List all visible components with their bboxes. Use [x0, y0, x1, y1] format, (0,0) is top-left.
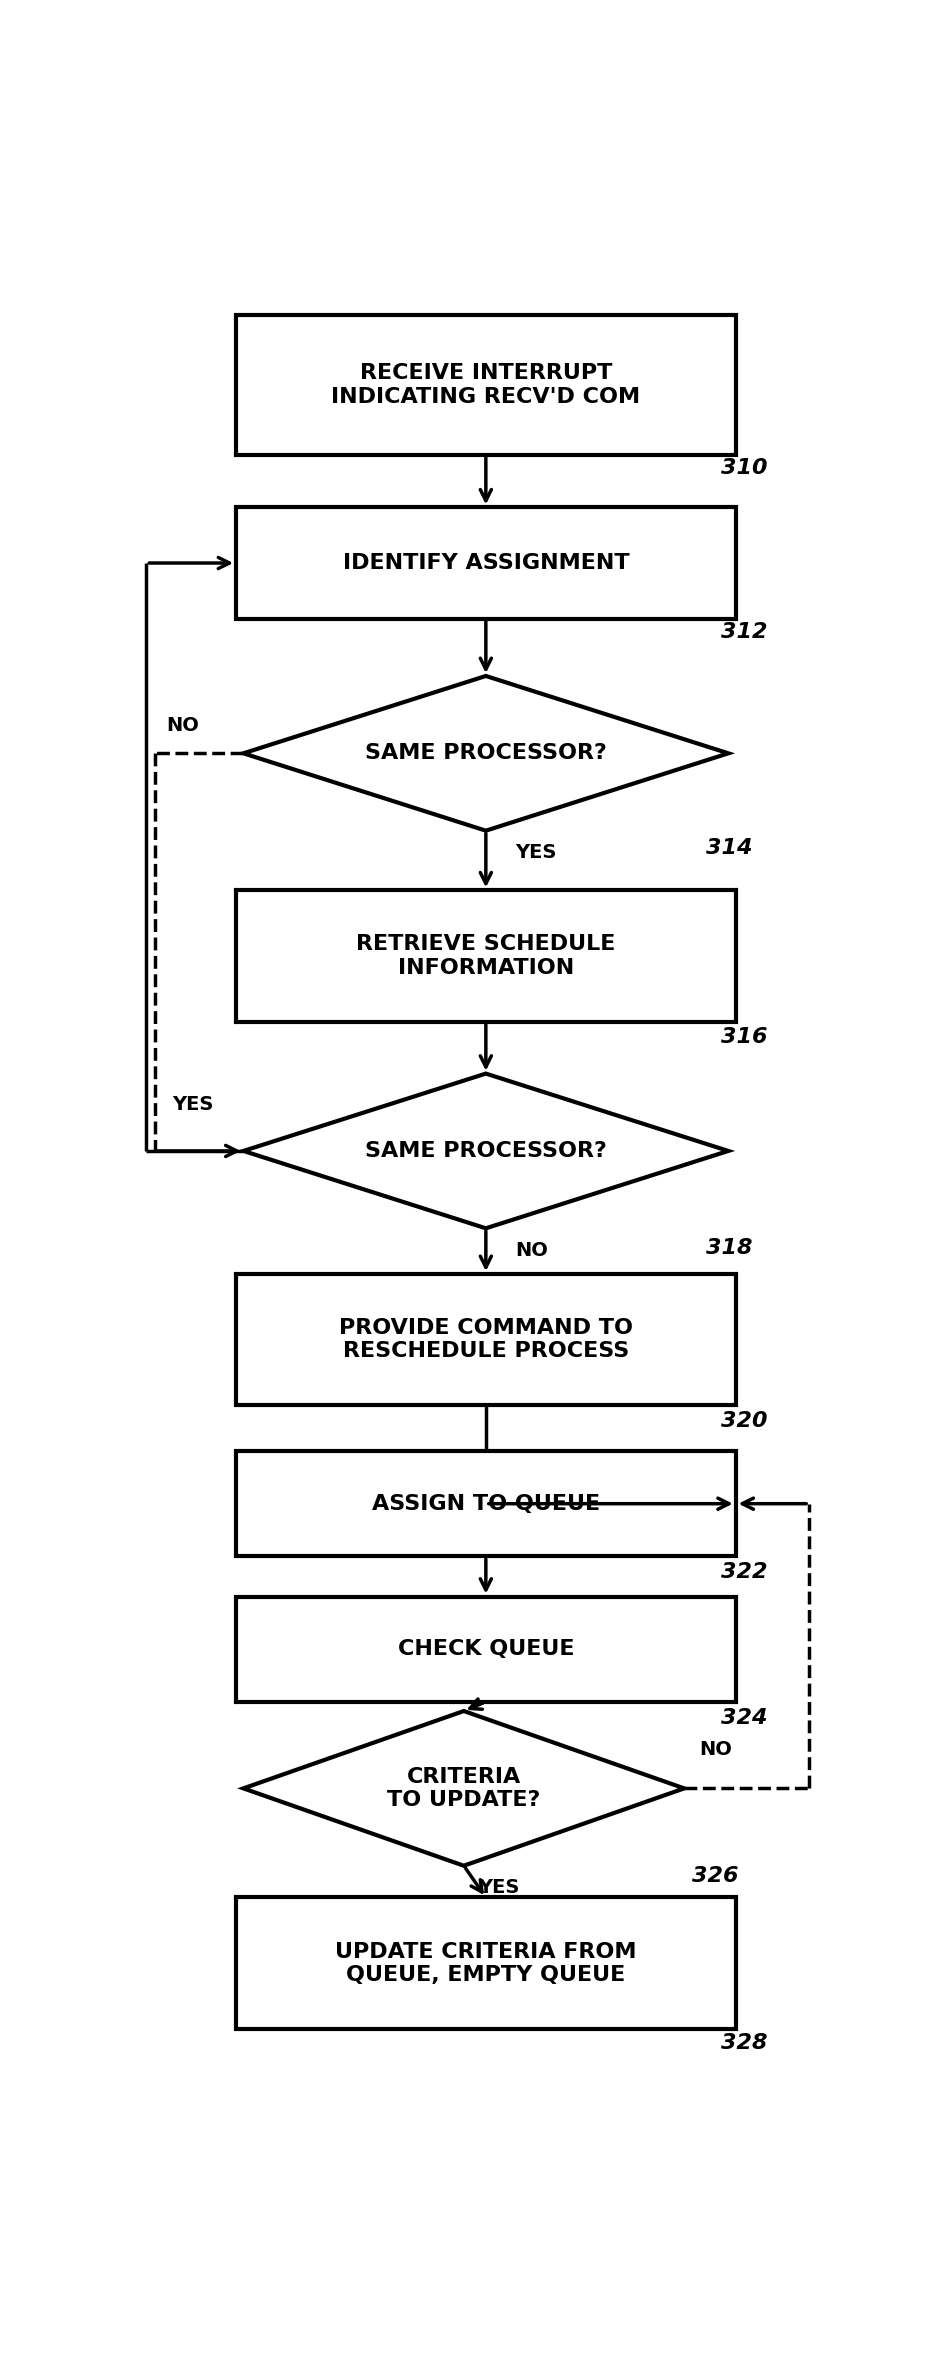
- Text: SAME PROCESSOR?: SAME PROCESSOR?: [365, 744, 607, 763]
- Text: NO: NO: [699, 1740, 732, 1759]
- Text: 324: 324: [720, 1707, 768, 1728]
- Text: NO: NO: [516, 1240, 548, 1259]
- Polygon shape: [244, 1712, 684, 1866]
- Text: 310: 310: [720, 458, 768, 479]
- Text: RECEIVE INTERRUPT
INDICATING RECV'D COM: RECEIVE INTERRUPT INDICATING RECV'D COM: [331, 363, 641, 408]
- Bar: [236, 1451, 736, 1555]
- Bar: [236, 1273, 736, 1406]
- Text: YES: YES: [479, 1878, 520, 1897]
- Text: 328: 328: [720, 2032, 768, 2053]
- Text: CRITERIA
TO UPDATE?: CRITERIA TO UPDATE?: [387, 1766, 540, 1809]
- Bar: [236, 889, 736, 1022]
- Text: 326: 326: [691, 1866, 738, 1885]
- Text: 318: 318: [706, 1238, 753, 1257]
- Text: UPDATE CRITERIA FROM
QUEUE, EMPTY QUEUE: UPDATE CRITERIA FROM QUEUE, EMPTY QUEUE: [335, 1942, 637, 1985]
- Bar: [236, 315, 736, 455]
- Text: CHECK QUEUE: CHECK QUEUE: [397, 1638, 574, 1660]
- Text: NO: NO: [167, 716, 199, 735]
- Text: 322: 322: [720, 1562, 768, 1581]
- Text: RETRIEVE SCHEDULE
INFORMATION: RETRIEVE SCHEDULE INFORMATION: [356, 934, 615, 977]
- Text: 316: 316: [720, 1027, 768, 1048]
- Text: IDENTIFY ASSIGNMENT: IDENTIFY ASSIGNMENT: [342, 552, 629, 574]
- Text: YES: YES: [516, 844, 556, 863]
- Bar: [236, 1897, 736, 2030]
- Text: ASSIGN TO QUEUE: ASSIGN TO QUEUE: [372, 1494, 600, 1513]
- Bar: [236, 1596, 736, 1702]
- Text: 314: 314: [706, 839, 753, 858]
- Polygon shape: [244, 1074, 728, 1228]
- Text: SAME PROCESSOR?: SAME PROCESSOR?: [365, 1140, 607, 1162]
- Text: 320: 320: [720, 1411, 768, 1430]
- Text: PROVIDE COMMAND TO
RESCHEDULE PROCESS: PROVIDE COMMAND TO RESCHEDULE PROCESS: [338, 1318, 633, 1361]
- Polygon shape: [244, 676, 728, 830]
- Text: YES: YES: [173, 1095, 214, 1114]
- Bar: [236, 507, 736, 619]
- Text: 312: 312: [720, 621, 768, 643]
